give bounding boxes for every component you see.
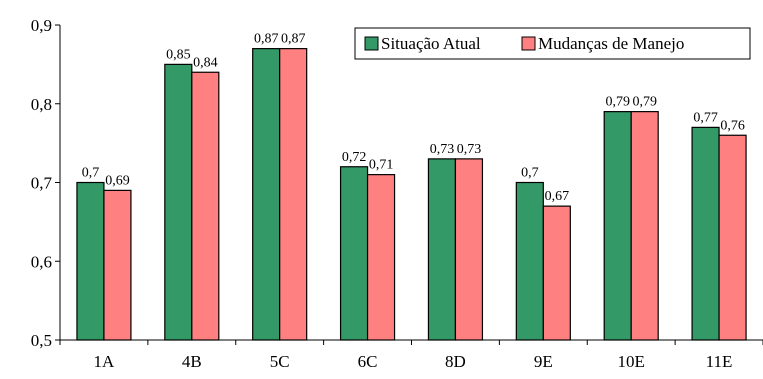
data-label-mudancas-de-manejo-6C: 0,71 [369, 158, 394, 173]
data-label-situacao-atual-8D: 0,73 [430, 142, 455, 157]
legend-box [354, 27, 751, 60]
bars-group [76, 48, 747, 341]
bar-mudancas-de-manejo-5C [279, 48, 308, 341]
x-tick-label-1A: 1A [94, 352, 116, 371]
data-label-situacao-atual-5C: 0,87 [254, 32, 279, 47]
bar-mudancas-de-manejo-11E [718, 134, 747, 341]
data-label-situacao-atual-1A: 0,7 [82, 166, 100, 181]
data-label-situacao-atual-9E: 0,7 [521, 166, 539, 181]
x-tick-label-11E: 11E [706, 352, 733, 371]
y-tick-label: 0,6 [31, 252, 52, 271]
x-tick-label-6C: 6C [358, 352, 378, 371]
data-labels-group: 0,7 0,69 0,850,84 0,87 0,87 0,720,71 0,73 0,73 0… [82, 32, 745, 205]
legend-label-situacao-atual: Situação Atual [381, 34, 481, 53]
legend: Situação Atual Mudanças de Manejo [354, 27, 751, 60]
data-label-situacao-atual-11E: 0,77 [693, 110, 718, 125]
bar-situacao-atual-11E [691, 126, 720, 341]
data-label-mudancas-de-manejo-9E: 0,67 [545, 189, 570, 204]
bar-mudancas-de-manejo-6C [366, 174, 396, 341]
data-label-situacao-atual-6C: 0,72 [342, 150, 367, 165]
bar-situacao-atual-4B [164, 63, 193, 341]
data-label-mudancas-de-manejo-10E: 0,79 [632, 95, 657, 110]
x-tick-label-10E: 10E [617, 352, 644, 371]
data-label-mudancas-de-manejo-1A: 0,69 [105, 173, 130, 188]
y-tick-label: 0,7 [31, 174, 53, 193]
bar-situacao-atual-1A [76, 181, 105, 341]
data-label-situacao-atual-10E: 0,79 [605, 95, 630, 110]
data-label-mudancas-de-manejo-4B: 0,84 [193, 55, 218, 70]
bar-mudancas-de-manejo-1A [103, 189, 132, 341]
bar-situacao-atual-6C [339, 166, 369, 341]
bar-situacao-atual-8D [427, 158, 457, 341]
y-tick-label: 0,5 [31, 331, 52, 350]
bar-mudancas-de-manejo-8D [454, 158, 484, 341]
x-tick-label-8D: 8D [445, 352, 466, 371]
legend-swatch-mudancas-de-manejo [521, 36, 536, 51]
legend-swatch-situacao-atual [364, 36, 379, 51]
y-tick-label: 0,8 [31, 95, 52, 114]
y-tick-label: 0,9 [31, 16, 52, 35]
bar-mudancas-de-manejo-4B [191, 71, 220, 341]
data-label-mudancas-de-manejo-8D: 0,73 [457, 142, 482, 157]
data-label-mudancas-de-manejo-11E: 0,76 [720, 118, 745, 133]
bar-mudancas-de-manejo-10E [630, 111, 659, 341]
bar-situacao-atual-9E [515, 181, 544, 341]
data-label-mudancas-de-manejo-5C: 0,87 [281, 32, 306, 47]
bar-mudancas-de-manejo-9E [542, 205, 571, 341]
axes-group: 0,5 0,6 0,7 0,8 0,9 1A 4B 5C 6C 8D 9E 10E 11E [31, 16, 763, 371]
bar-situacao-atual-10E [603, 111, 632, 341]
x-tick-label-5C: 5C [270, 352, 290, 371]
legend-label-mudancas-de-manejo: Mudanças de Manejo [538, 34, 684, 53]
bar-situacao-atual-5C [252, 48, 281, 341]
data-label-situacao-atual-4B: 0,85 [166, 47, 191, 62]
x-tick-label-4B: 4B [182, 352, 202, 371]
x-tick-label-9E: 9E [534, 352, 553, 371]
